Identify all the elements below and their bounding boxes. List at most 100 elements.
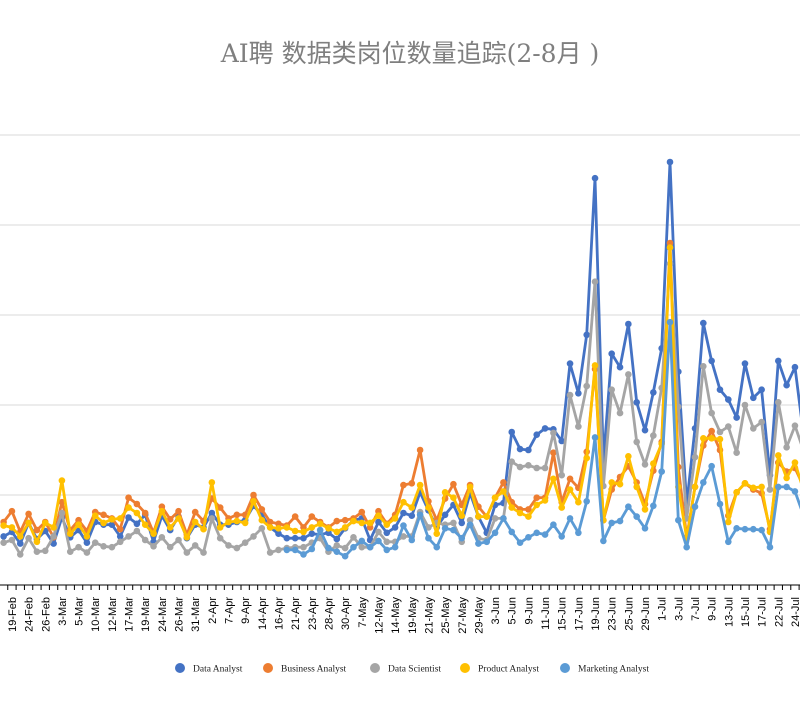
x-tick-label: 23-Apr — [307, 597, 319, 630]
data-point — [183, 549, 191, 556]
data-point — [300, 551, 307, 558]
data-point — [8, 536, 16, 544]
data-point — [333, 542, 341, 549]
series-marketing-analyst — [283, 318, 800, 560]
x-tick-label: 19-Mar — [140, 597, 152, 632]
data-point — [291, 513, 299, 520]
data-point — [716, 386, 724, 394]
data-point — [525, 462, 532, 469]
data-point — [333, 535, 341, 543]
series-data-scientist — [0, 260, 800, 558]
data-point — [700, 363, 707, 370]
x-tick-label: 23-Jun — [607, 597, 619, 631]
data-point — [408, 480, 416, 487]
data-point — [491, 515, 499, 522]
x-tick-label: 17-Jul — [757, 597, 769, 627]
data-point — [641, 426, 649, 434]
data-point — [491, 529, 499, 537]
data-point — [500, 479, 507, 486]
data-point — [616, 409, 624, 417]
x-tick-label: 24-Feb — [24, 597, 36, 632]
data-point — [650, 460, 657, 467]
x-tick-label: 25-May — [440, 597, 452, 634]
x-tick-label: 16-Apr — [273, 597, 285, 630]
data-point — [483, 513, 491, 520]
x-tick-label: 7-Apr — [224, 597, 236, 624]
data-point — [533, 431, 541, 439]
data-point — [425, 534, 432, 542]
x-tick-label: 3-Mar — [57, 597, 69, 626]
data-point — [766, 486, 774, 493]
data-point — [125, 514, 132, 521]
data-point — [525, 506, 532, 513]
data-point — [725, 423, 732, 430]
data-point — [233, 544, 241, 552]
data-point — [416, 511, 424, 519]
data-point — [566, 360, 574, 367]
x-tick-label: 28-Apr — [323, 597, 335, 630]
x-tick-label: 9-Jun — [523, 597, 535, 625]
data-point — [258, 506, 266, 513]
data-point — [25, 519, 32, 527]
data-point — [408, 536, 416, 544]
legend-marker — [263, 663, 273, 673]
data-point — [158, 507, 166, 515]
data-point — [358, 508, 366, 516]
x-tick-label: 14-Apr — [257, 597, 269, 630]
data-point — [650, 389, 657, 396]
data-point — [291, 534, 299, 542]
x-tick-label: 26-Mar — [174, 597, 186, 632]
data-point — [508, 458, 516, 466]
x-tick-label: 15-Jul — [740, 597, 752, 627]
data-point — [666, 244, 674, 251]
data-point — [391, 543, 399, 551]
data-point — [375, 528, 382, 536]
data-point — [233, 511, 241, 519]
data-point — [441, 525, 449, 532]
data-point — [83, 533, 91, 540]
data-point — [450, 526, 457, 534]
data-point — [250, 498, 257, 505]
x-tick-label: 12-Mar — [107, 597, 119, 632]
data-point — [700, 319, 707, 327]
data-point — [75, 521, 82, 528]
data-point — [16, 540, 24, 547]
data-point — [275, 546, 282, 554]
data-point — [733, 449, 740, 457]
data-point — [216, 524, 224, 531]
data-point — [408, 504, 416, 511]
x-axis: 19-Feb 24-Feb 26-Feb 3-Mar 5-Mar 10-Mar 12-Mar… — [0, 584, 800, 634]
data-point — [258, 516, 266, 524]
data-point — [774, 452, 782, 459]
data-point — [100, 519, 107, 527]
data-point — [691, 503, 699, 511]
data-point — [774, 483, 782, 491]
data-point — [116, 533, 124, 540]
x-tick-label: 2-Apr — [207, 597, 219, 624]
data-point — [741, 525, 749, 533]
data-point — [241, 519, 249, 527]
data-point — [50, 533, 57, 540]
x-tick-label: 25-Jun — [623, 597, 635, 631]
legend-marker — [560, 663, 570, 673]
data-point — [741, 401, 749, 409]
data-point — [33, 526, 41, 534]
data-point — [783, 381, 790, 389]
data-point — [16, 551, 24, 558]
data-point — [350, 517, 357, 525]
x-tick-label: 19-Jun — [590, 597, 602, 631]
x-tick-label: 30-Apr — [340, 597, 352, 630]
data-point — [550, 475, 557, 483]
data-point — [441, 489, 449, 496]
data-point — [8, 507, 16, 515]
data-point — [125, 494, 132, 502]
data-point — [733, 525, 740, 532]
data-point — [125, 533, 132, 540]
data-point — [700, 479, 707, 486]
data-point — [416, 446, 424, 454]
data-point — [158, 534, 166, 541]
data-point — [566, 391, 574, 399]
data-point — [491, 494, 499, 502]
data-point — [300, 543, 307, 551]
data-point — [500, 515, 507, 522]
